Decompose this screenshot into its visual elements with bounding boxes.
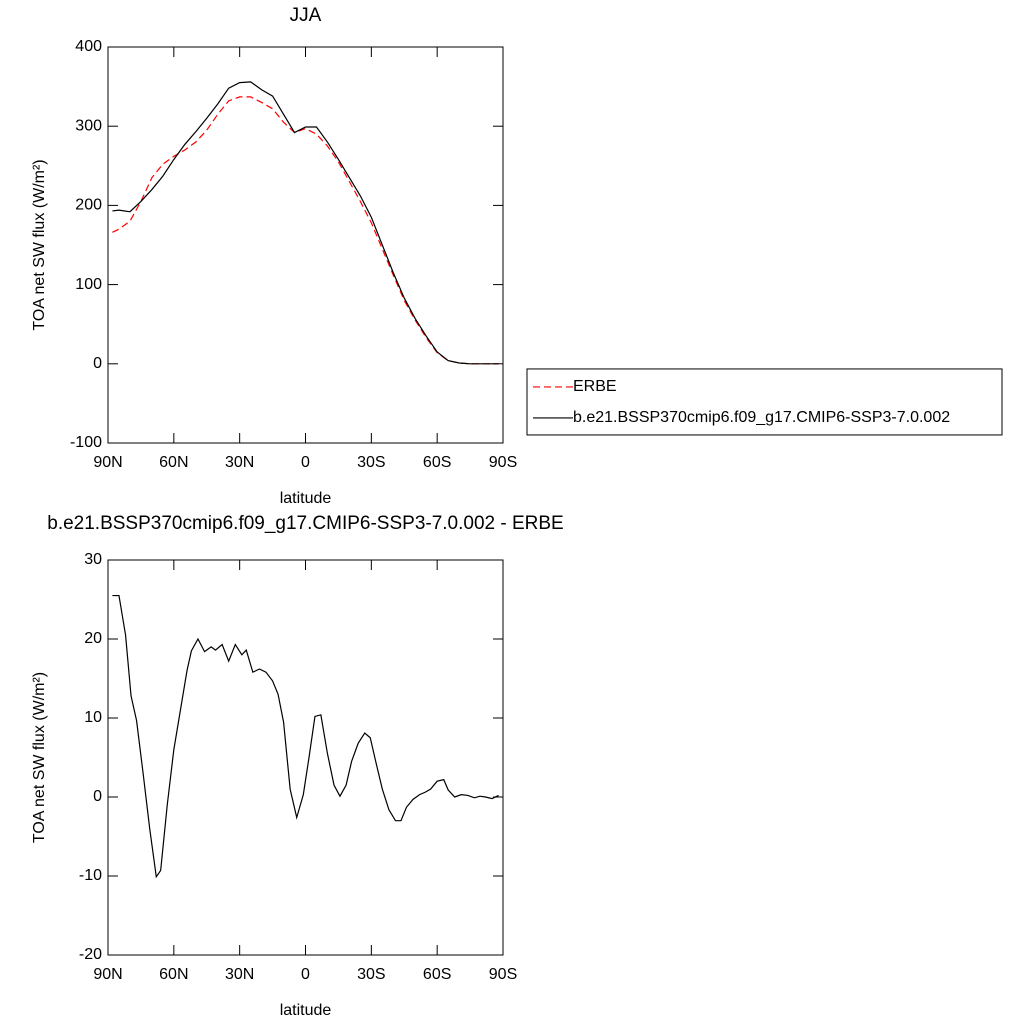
x-tick-label: 60S [423,454,451,471]
y-tick-label: 20 [84,630,102,647]
x-tick-label: 0 [301,454,310,471]
plot-frame [107,46,504,444]
x-tick-label: 90S [489,966,517,983]
x-tick-label: 0 [301,966,310,983]
y-tick-label: 200 [75,197,102,214]
y-tick-label: -100 [70,434,102,451]
x-tick-label: 60N [159,966,188,983]
x-tick-label: 30N [225,454,254,471]
y-tick-label: -20 [79,946,102,963]
x-tick-label: 60S [423,966,451,983]
y-tick-label: 100 [75,276,102,293]
x-tick-label: 30S [357,454,385,471]
y-tick-label: 10 [84,709,102,726]
y-tick-label: 0 [93,355,102,372]
y-tick-label: 400 [75,38,102,55]
x-axis-label: latitude [280,490,332,507]
legend-label: b.e21.BSSP370cmip6.f09_g17.CMIP6-SSP3-7.… [573,409,950,426]
y-tick-label: 30 [84,551,102,568]
legend-box [526,368,1003,436]
y-tick-label: 0 [93,788,102,805]
x-tick-label: 30N [225,966,254,983]
series-line [112,81,499,365]
y-axis-label: TOA net SW flux (W/m²) [31,672,48,843]
chart-title: JJA [290,5,322,26]
y-axis-label: TOA net SW flux (W/m²) [31,159,48,330]
x-tick-label: 30S [357,966,385,983]
series-line [112,594,499,879]
chart-title: b.e21.BSSP370cmip6.f09_g17.CMIP6-SSP3-7.… [47,513,563,534]
legend-label: ERBE [573,378,617,395]
x-axis-label: latitude [280,1002,332,1019]
x-tick-label: 90N [93,454,122,471]
series-line [112,96,499,365]
y-tick-label: -10 [79,867,102,884]
x-tick-label: 90S [489,454,517,471]
legend: ERBE b.e21.BSSP370cmip6.f09_g17.CMIP6-SSP… [526,368,1003,436]
plot-frame [107,559,504,956]
x-tick-label: 90N [93,966,122,983]
x-tick-label: 60N [159,454,188,471]
y-tick-label: 300 [75,117,102,134]
